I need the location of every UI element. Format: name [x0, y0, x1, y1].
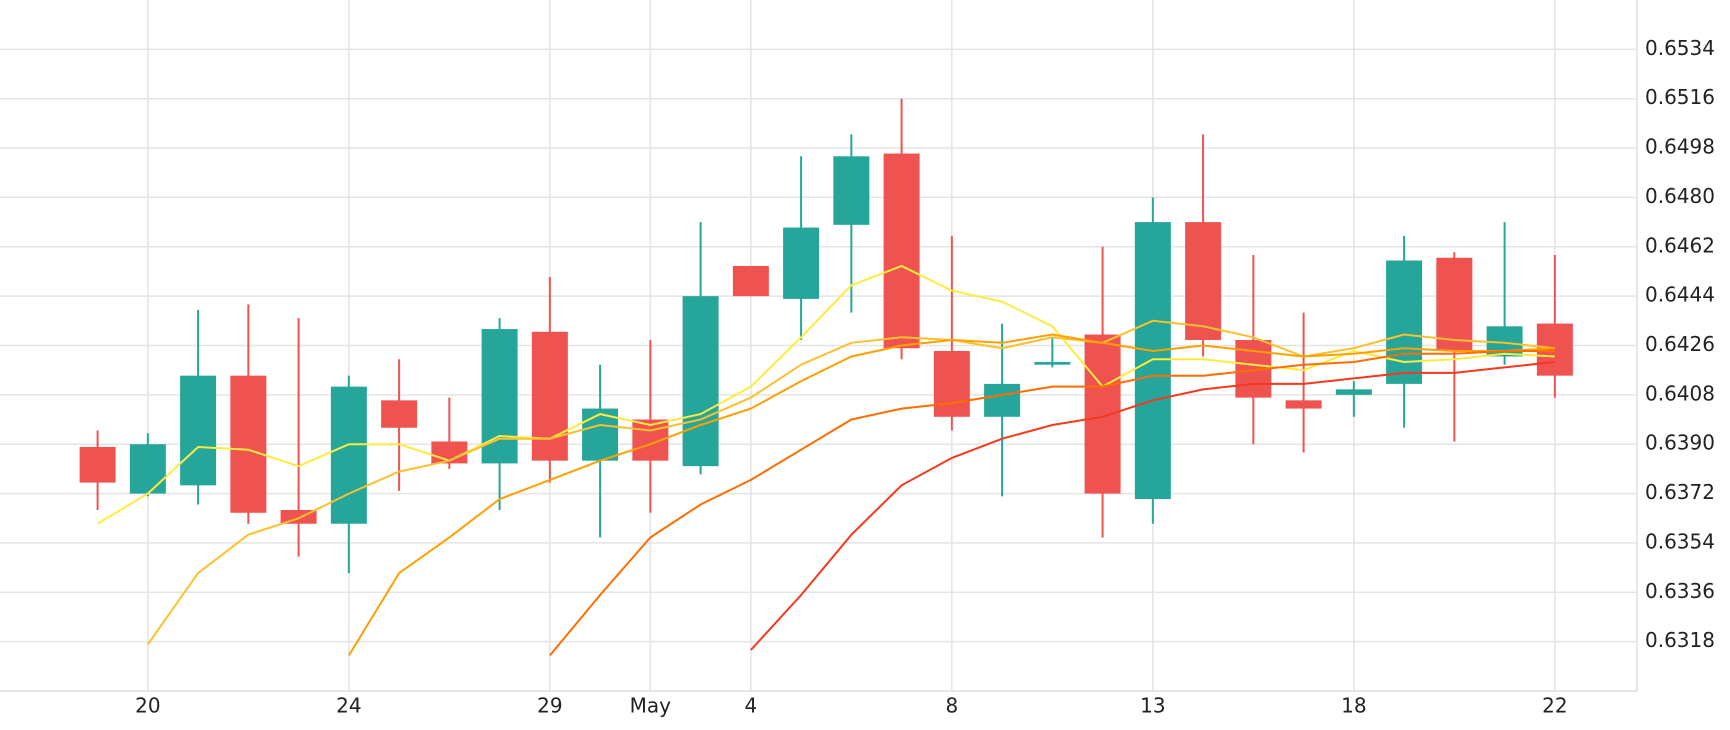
y-tick-label: 0.6498: [1645, 135, 1715, 159]
candle-body: [230, 375, 267, 513]
x-tick-label: 20: [135, 694, 160, 718]
x-tick-label: 8: [945, 694, 958, 718]
candle-body: [933, 350, 970, 417]
moving-average-line: [97, 264, 1555, 525]
candle-body: [984, 383, 1021, 417]
candle-body: [783, 227, 820, 299]
x-tick-label: May: [630, 694, 672, 718]
y-tick-label: 0.6534: [1645, 36, 1715, 60]
candle-body: [1386, 260, 1423, 384]
y-tick-label: 0.6516: [1645, 85, 1715, 109]
candle-body: [531, 331, 568, 461]
candle-body: [1185, 222, 1222, 341]
candle-body: [381, 400, 418, 428]
candle-body: [129, 444, 166, 494]
candle-body: [1084, 334, 1121, 494]
y-tick-label: 0.6408: [1645, 381, 1715, 405]
x-tick-label: 4: [744, 694, 757, 718]
y-tick-label: 0.6444: [1645, 283, 1715, 307]
candle-body: [1034, 361, 1071, 365]
candle-body: [1285, 400, 1322, 409]
moving-average-line: [146, 319, 1555, 645]
x-tick-label: 13: [1140, 694, 1165, 718]
y-tick-label: 0.6462: [1645, 233, 1715, 257]
x-tick-label: 24: [336, 694, 361, 718]
candle-body: [732, 265, 769, 297]
moving-average-line: [348, 333, 1555, 656]
candle-body: [1436, 257, 1473, 351]
y-tick-label: 0.6390: [1645, 431, 1715, 455]
y-tick-label: 0.6318: [1645, 628, 1715, 652]
y-tick-label: 0.6426: [1645, 332, 1715, 356]
x-tick-label: 22: [1542, 694, 1567, 718]
x-tick-label: 29: [537, 694, 562, 718]
moving-average-line: [750, 361, 1555, 651]
candle-body: [79, 446, 116, 483]
y-tick-label: 0.6480: [1645, 184, 1715, 208]
y-tick-label: 0.6372: [1645, 480, 1715, 504]
candle-body: [833, 156, 870, 225]
candle-body: [1134, 222, 1171, 500]
candle-body: [682, 296, 719, 467]
y-tick-label: 0.6336: [1645, 579, 1715, 603]
moving-average-line: [549, 350, 1555, 657]
y-tick-label: 0.6354: [1645, 529, 1715, 553]
candle-body: [330, 386, 367, 524]
candle-body: [1335, 389, 1372, 395]
x-tick-label: 18: [1341, 694, 1366, 718]
candle-body: [180, 375, 217, 486]
candle-body: [883, 153, 920, 349]
